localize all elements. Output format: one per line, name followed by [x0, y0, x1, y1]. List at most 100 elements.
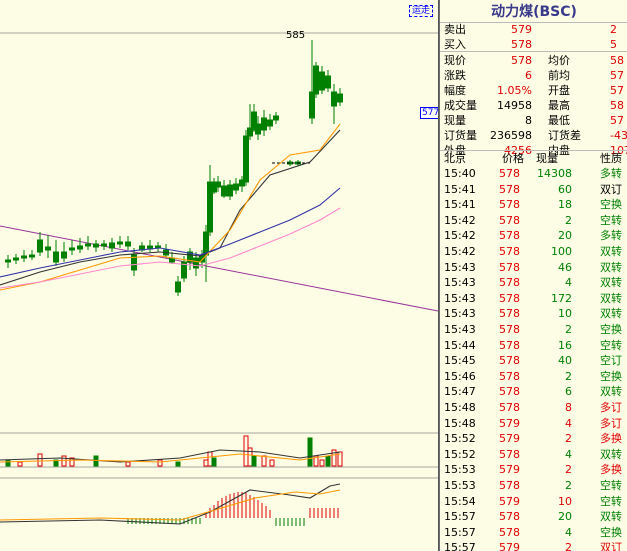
quote-value-2: 57 [610, 69, 624, 82]
candle-body [267, 119, 273, 127]
candle-body [255, 123, 261, 135]
candle-body [125, 241, 131, 247]
tick-row[interactable]: 15:44 578 16 空转 [440, 338, 627, 353]
tick-nature: 双订 [600, 541, 622, 551]
tick-row[interactable]: 15:47 578 6 双转 [440, 384, 627, 399]
tick-row[interactable]: 15:48 579 4 多订 [440, 416, 627, 431]
tick-volume: 20 [558, 229, 572, 243]
tick-row[interactable]: 15:52 578 4 双转 [440, 447, 627, 462]
tick-price: 579 [499, 494, 520, 508]
tick-nature: 多订 [600, 416, 622, 430]
candle-body [319, 71, 325, 91]
tick-nature: 空订 [600, 354, 622, 368]
divider [440, 51, 627, 52]
tick-nature: 空换 [600, 323, 622, 336]
tick-time: 15:54 [444, 494, 476, 508]
tick-row[interactable]: 15:53 579 2 多换 [440, 462, 627, 477]
volume-bar [61, 455, 67, 467]
tick-nature: 双转 [600, 385, 622, 399]
quote-value: 578 [511, 54, 532, 67]
tick-row[interactable]: 15:57 578 20 双转 [440, 509, 627, 524]
volume-bar [319, 459, 325, 467]
ma60-line [0, 207, 341, 289]
candle-body [203, 231, 209, 256]
tick-time: 15:42 [444, 245, 476, 258]
quote-row: 现价 578 均价 58 [440, 53, 627, 68]
tick-price: 578 [499, 182, 520, 196]
tick-row[interactable]: 15:46 578 2 空换 [440, 369, 627, 384]
tick-row[interactable]: 15:43 578 10 双转 [440, 306, 627, 321]
tick-nature: 多换 [600, 463, 622, 477]
tick-price: 578 [499, 229, 520, 243]
tick-time: 15:53 [444, 463, 476, 477]
volume-bar [17, 461, 23, 467]
quote-row: 卖出 579 2 [440, 22, 627, 37]
quote-value: 14958 [497, 99, 532, 112]
tick-time: 15:43 [444, 307, 476, 321]
tick-row[interactable]: 15:42 578 20 多转 [440, 228, 627, 243]
tick-row[interactable]: 15:43 578 4 双转 [440, 275, 627, 290]
tick-row[interactable]: 15:41 578 60 双订 [440, 182, 627, 197]
tick-time: 15:40 [444, 167, 476, 180]
quote-value-2: 57 [610, 114, 624, 127]
chart-mode-badge[interactable]: 运走 [409, 5, 434, 17]
tick-row[interactable]: 15:53 578 2 空转 [440, 478, 627, 493]
tick-row[interactable]: 15:48 578 8 多订 [440, 400, 627, 415]
tick-time: 15:52 [444, 447, 476, 461]
quote-label: 订货量 [444, 129, 477, 142]
tick-price: 578 [499, 291, 520, 305]
tick-row[interactable]: 15:43 578 46 双转 [440, 260, 627, 275]
tick-row[interactable]: 15:57 578 4 空换 [440, 525, 627, 540]
tick-time: 15:43 [444, 276, 476, 290]
volume-bar [247, 447, 253, 467]
high-price-marker: 585 [286, 30, 306, 41]
candle-body [93, 243, 99, 248]
tick-row[interactable]: 15:41 578 18 空换 [440, 197, 627, 212]
candle-body [117, 241, 123, 245]
tick-price: 578 [499, 385, 520, 399]
tick-time: 15:52 [444, 432, 476, 446]
candle-body [45, 246, 51, 251]
tick-volume: 2 [565, 463, 572, 477]
tick-nature: 空换 [600, 198, 622, 212]
tick-time: 15:46 [444, 369, 476, 383]
tick-row[interactable]: 15:42 578 100 双转 [440, 244, 627, 259]
tick-time: 15:47 [444, 385, 476, 399]
kline-chart-area[interactable]: 运走 585 577 [0, 0, 438, 551]
tick-volume: 4 [565, 525, 572, 539]
tick-time: 15:42 [444, 229, 476, 243]
candle-body [175, 281, 181, 293]
tick-row[interactable]: 15:42 578 2 空转 [440, 213, 627, 228]
tick-volume: 2 [565, 479, 572, 492]
tick-volume: 46 [558, 260, 572, 274]
candle-body [337, 93, 343, 103]
tick-row[interactable]: 15:52 579 2 多换 [440, 431, 627, 446]
tick-row[interactable]: 15:43 578 172 双转 [440, 291, 627, 306]
tick-volume: 2 [565, 369, 572, 383]
quote-value: 236598 [490, 129, 532, 142]
tick-row[interactable]: 15:40 578 14308 多转 [440, 166, 627, 181]
candle-body [313, 65, 319, 95]
quote-label-2: 最低 [548, 114, 570, 127]
tick-row[interactable]: 15:54 579 10 空转 [440, 494, 627, 509]
quote-label-2: 订货差 [548, 129, 581, 142]
tick-volume: 10 [558, 494, 572, 508]
ticks-header-price: 价格 [502, 152, 524, 165]
tick-row[interactable]: 15:43 578 2 空换 [440, 322, 627, 337]
quote-row: 幅度 1.05% 开盘 57 [440, 83, 627, 98]
tick-nature: 双转 [600, 260, 622, 274]
tick-time: 15:41 [444, 198, 476, 212]
tick-row[interactable]: 15:45 578 40 空订 [440, 353, 627, 368]
volume-bar [307, 437, 313, 467]
candle-body [325, 75, 331, 89]
tick-nature: 双转 [600, 291, 622, 305]
quote-row: 成交量 14958 最高 58 [440, 98, 627, 113]
tick-row[interactable]: 15:57 579 2 双订 [440, 540, 627, 551]
candle-body [215, 181, 221, 188]
tick-volume: 4 [565, 447, 572, 461]
candle-body [53, 251, 59, 263]
trend-line [0, 225, 438, 312]
tick-price: 578 [499, 323, 520, 336]
quote-label: 幅度 [444, 84, 466, 97]
candlestick-chart[interactable] [0, 0, 438, 551]
